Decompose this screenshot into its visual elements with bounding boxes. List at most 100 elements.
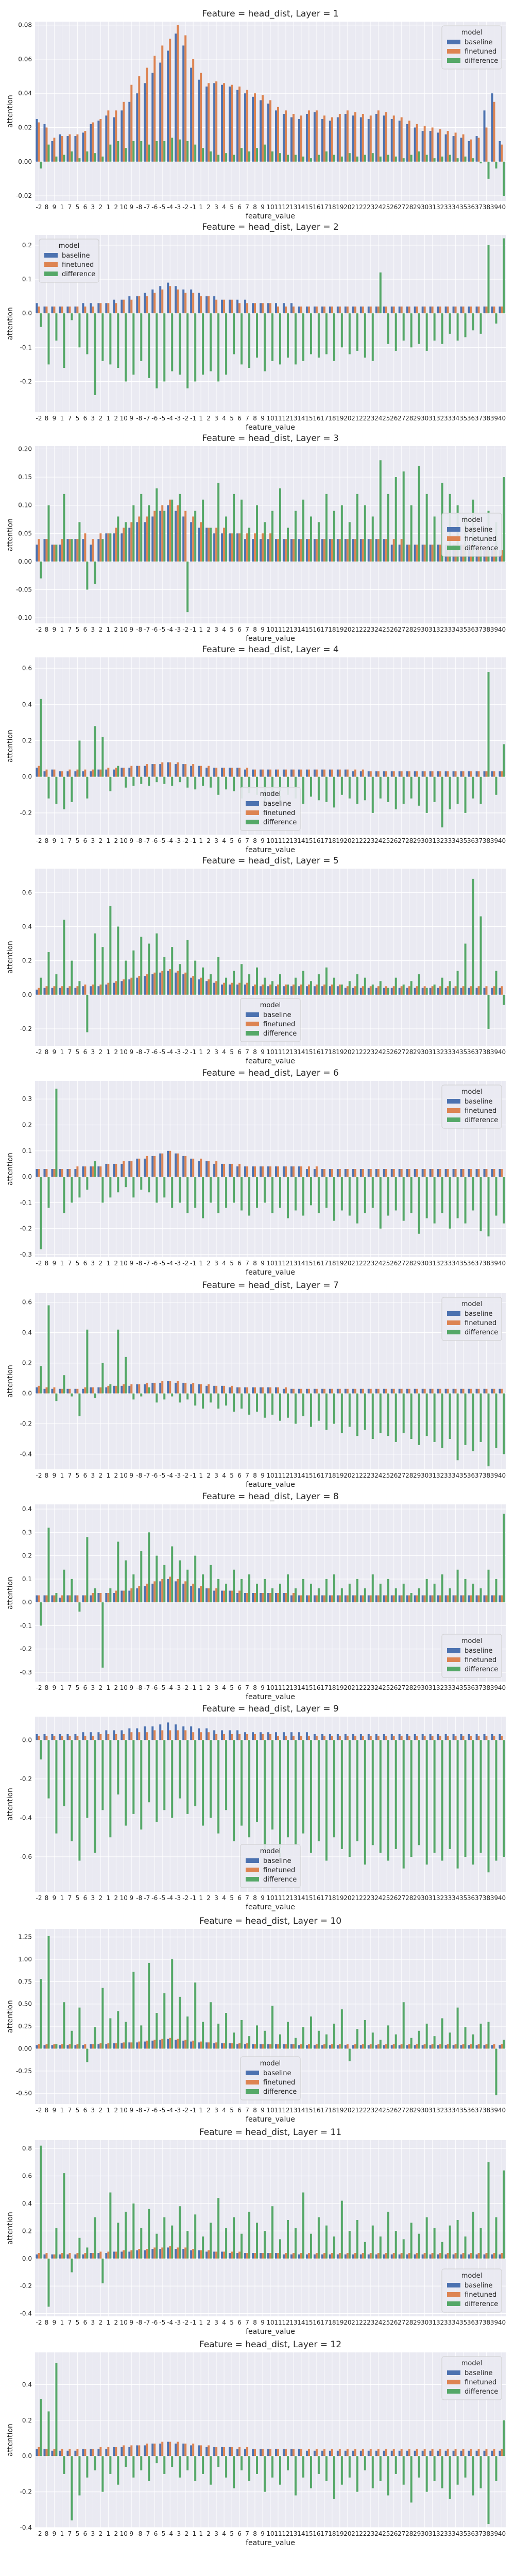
x-tick-label: 5 xyxy=(76,1260,80,1267)
bar-difference xyxy=(194,2456,197,2481)
bar-baseline xyxy=(182,45,185,162)
x-axis-label: feature_value xyxy=(246,635,295,643)
bar-finetuned xyxy=(493,2044,495,2049)
bar-finetuned xyxy=(84,984,87,995)
bar-finetuned xyxy=(92,122,94,162)
x-tick-label: 15 xyxy=(305,415,313,422)
x-tick-label: 3 xyxy=(214,415,218,422)
bar-finetuned xyxy=(377,1736,380,1740)
bar-finetuned xyxy=(153,764,156,777)
bar-finetuned xyxy=(208,1384,210,1394)
bar-baseline xyxy=(359,1734,362,1740)
bar-difference xyxy=(86,1177,89,1190)
x-tick-label: 23 xyxy=(367,1684,374,1691)
legend-swatch xyxy=(246,1858,259,1863)
x-tick-label: 26 xyxy=(390,1894,398,1902)
bar-difference xyxy=(217,1393,220,1409)
bar-baseline xyxy=(66,2450,69,2456)
bar-finetuned xyxy=(470,139,472,162)
bar-baseline xyxy=(113,1385,115,1394)
x-tick-label: 10 xyxy=(266,1472,274,1479)
bar-difference xyxy=(410,2456,413,2503)
bar-finetuned xyxy=(238,1387,241,1394)
bar-baseline xyxy=(321,1734,323,1740)
bar-baseline xyxy=(36,768,38,777)
bar-difference xyxy=(78,2007,81,2049)
bar-finetuned xyxy=(45,1387,48,1394)
bar-difference xyxy=(248,776,251,793)
x-tick-label: 7 xyxy=(68,1260,72,1267)
bar-finetuned xyxy=(292,984,295,995)
legend-swatch xyxy=(447,1108,460,1113)
bar-baseline xyxy=(274,303,277,314)
x-tick-label: -6 xyxy=(151,2319,158,2326)
bar-difference xyxy=(402,1393,405,1433)
bar-finetuned xyxy=(138,976,141,995)
bar-finetuned xyxy=(501,2449,503,2456)
x-tick-label: 2 xyxy=(207,1684,211,1691)
bar-difference xyxy=(40,2399,42,2456)
x-tick-label: 9 xyxy=(129,415,133,422)
x-tick-label: 6 xyxy=(237,626,242,633)
x-tick-label: 17 xyxy=(320,626,328,633)
x-tick-label: -8 xyxy=(136,1048,142,1056)
x-tick-label: -2 xyxy=(182,1894,188,1902)
bar-finetuned xyxy=(153,2443,156,2456)
bar-baseline xyxy=(36,2254,38,2259)
y-axis-label: attention xyxy=(6,95,14,128)
bar-difference xyxy=(364,1177,366,1213)
bar-difference xyxy=(233,971,235,995)
x-axis-label: feature_value xyxy=(246,2115,295,2124)
bar-baseline xyxy=(190,977,193,995)
bar-difference xyxy=(241,2233,243,2259)
bar-baseline xyxy=(305,1169,308,1177)
x-tick-label: -2 xyxy=(182,1472,188,1479)
bar-difference xyxy=(140,776,143,784)
bar-difference xyxy=(371,2032,374,2049)
x-tick-label: -2 xyxy=(36,837,42,844)
x-tick-label: -7 xyxy=(144,2107,150,2114)
bar-difference xyxy=(194,144,197,162)
x-tick-label: 23 xyxy=(367,1472,374,1479)
x-tick-label: 30 xyxy=(421,1472,428,1479)
bar-finetuned xyxy=(338,1595,341,1603)
bar-baseline xyxy=(198,2250,200,2259)
bar-finetuned xyxy=(92,1593,94,1603)
x-tick-label: 20 xyxy=(344,1472,351,1479)
bar-finetuned xyxy=(192,1158,195,1177)
x-tick-label: 37 xyxy=(475,415,483,422)
x-tick-label: 19 xyxy=(336,204,344,211)
bar-finetuned xyxy=(262,533,264,562)
bar-baseline xyxy=(305,2450,308,2456)
bar-difference xyxy=(371,1574,374,1603)
bar-difference xyxy=(394,477,397,562)
x-tick-label: 29 xyxy=(413,1684,421,1691)
x-tick-label: 22 xyxy=(359,1894,367,1902)
panel-title: Feature = head_dist, Layer = 5 xyxy=(202,856,338,866)
bar-baseline xyxy=(267,986,270,995)
bar-finetuned xyxy=(408,2253,410,2259)
bar-baseline xyxy=(491,2450,493,2456)
x-tick-label: 14 xyxy=(297,204,305,211)
bar-difference xyxy=(479,1393,482,1442)
bar-finetuned xyxy=(277,984,279,995)
bar-baseline xyxy=(205,86,208,162)
bar-baseline xyxy=(352,771,354,777)
bar-difference xyxy=(217,957,220,995)
bar-baseline xyxy=(252,1732,254,1740)
bar-baseline xyxy=(221,2251,224,2259)
bar-finetuned xyxy=(192,59,195,162)
bar-finetuned xyxy=(177,971,179,995)
bar-difference xyxy=(279,2034,281,2049)
bar-finetuned xyxy=(208,528,210,562)
x-tick-label: 3 xyxy=(91,2530,95,2537)
x-tick-label: 1 xyxy=(107,1894,111,1902)
bar-finetuned xyxy=(177,1730,179,1740)
bar-finetuned xyxy=(385,539,387,562)
x-tick-label: -4 xyxy=(167,1472,173,1479)
bar-finetuned xyxy=(153,2247,156,2259)
bar-finetuned xyxy=(331,1169,333,1177)
x-tick-label: 14 xyxy=(297,1472,305,1479)
bar-baseline xyxy=(483,1388,486,1394)
bar-baseline xyxy=(36,989,38,995)
